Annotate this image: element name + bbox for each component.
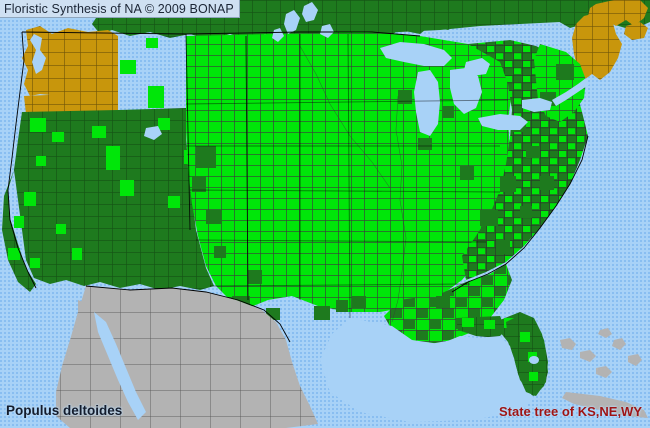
great-lakes [144, 2, 590, 140]
plains-dark-patches [192, 90, 554, 320]
region-washington-oregon-gold [22, 26, 118, 114]
gulf-of-mexico [320, 318, 534, 422]
state-tree-label: State tree of KS,NE,WY [498, 404, 642, 419]
region-mexico-gray [56, 286, 318, 428]
region-far-west-dark [2, 108, 214, 292]
copyright-title-plate: Floristic Synthesis of NA © 2009 BONAP [0, 0, 240, 18]
region-maine-gold [572, 12, 622, 80]
political-borders [7, 31, 589, 343]
region-caribbean-gray [560, 328, 648, 418]
species-name-label: Populus deltoides [6, 403, 123, 418]
